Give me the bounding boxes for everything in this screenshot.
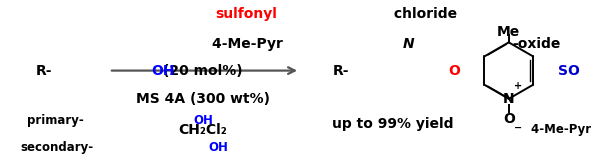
Text: OH: OH	[193, 114, 213, 127]
Text: primary-: primary-	[26, 114, 83, 127]
Text: OH: OH	[208, 141, 228, 154]
Text: up to 99% yield: up to 99% yield	[332, 117, 454, 131]
Text: −: −	[514, 123, 522, 133]
Text: sulfonyl: sulfonyl	[215, 7, 278, 21]
Text: OH: OH	[151, 64, 175, 78]
Text: 4-Me-Pyr: 4-Me-Pyr	[212, 37, 288, 51]
Text: -oxide: -oxide	[512, 37, 560, 51]
Text: Me: Me	[497, 25, 520, 39]
Text: +: +	[514, 81, 522, 91]
Text: O: O	[448, 64, 460, 78]
Text: 4-Me-Pyr: 4-Me-Pyr	[531, 123, 595, 136]
Text: (20 mol%): (20 mol%)	[163, 64, 243, 78]
Text: O: O	[503, 112, 515, 126]
Text: MS 4A (300 wt%): MS 4A (300 wt%)	[136, 92, 270, 106]
Text: secondary-: secondary-	[21, 141, 94, 154]
Text: N: N	[403, 37, 414, 51]
Text: sulfonyl chloride: sulfonyl chloride	[138, 7, 268, 21]
Text: N: N	[503, 92, 515, 106]
Text: chloride: chloride	[389, 7, 457, 21]
Text: R-: R-	[35, 64, 52, 78]
Text: R-: R-	[332, 64, 349, 78]
Text: SO: SO	[558, 64, 580, 78]
Text: CH₂Cl₂: CH₂Cl₂	[179, 123, 227, 137]
